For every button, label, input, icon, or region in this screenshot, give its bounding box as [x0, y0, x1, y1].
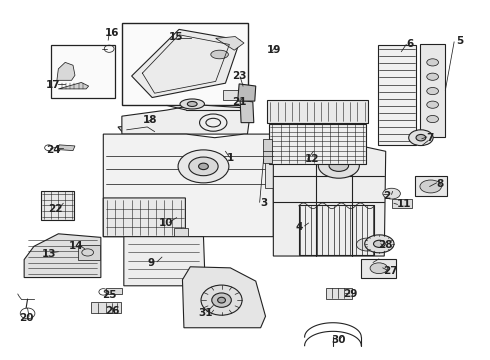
- Ellipse shape: [189, 157, 218, 176]
- Text: 14: 14: [69, 241, 84, 251]
- Text: 12: 12: [305, 154, 319, 164]
- Ellipse shape: [427, 59, 439, 66]
- Ellipse shape: [198, 163, 208, 170]
- Bar: [174, 228, 188, 237]
- Bar: [299, 205, 374, 255]
- Bar: [263, 139, 272, 163]
- Text: 18: 18: [143, 115, 157, 125]
- Text: 11: 11: [396, 199, 411, 210]
- Ellipse shape: [427, 116, 439, 123]
- Text: 19: 19: [267, 45, 281, 55]
- Bar: [415, 176, 447, 196]
- Bar: [91, 302, 122, 314]
- Text: 24: 24: [46, 144, 61, 154]
- Text: 9: 9: [147, 258, 155, 268]
- Ellipse shape: [187, 102, 197, 107]
- Ellipse shape: [211, 50, 228, 59]
- Ellipse shape: [409, 130, 433, 145]
- Bar: [420, 44, 445, 137]
- Polygon shape: [58, 82, 89, 89]
- Ellipse shape: [201, 285, 242, 315]
- Ellipse shape: [329, 160, 348, 171]
- Polygon shape: [103, 134, 273, 237]
- Text: 16: 16: [105, 28, 120, 38]
- Ellipse shape: [318, 153, 359, 178]
- Polygon shape: [24, 234, 101, 278]
- Bar: [41, 191, 74, 220]
- Text: 10: 10: [159, 218, 173, 228]
- Polygon shape: [124, 237, 205, 286]
- Text: 27: 27: [383, 266, 398, 276]
- Ellipse shape: [218, 297, 225, 303]
- Bar: [270, 124, 366, 164]
- Bar: [223, 90, 243, 100]
- Text: 15: 15: [169, 32, 183, 42]
- Bar: [50, 45, 115, 98]
- Ellipse shape: [427, 87, 439, 95]
- Text: 29: 29: [343, 289, 357, 299]
- Text: 3: 3: [260, 198, 267, 208]
- Polygon shape: [57, 145, 75, 150]
- Ellipse shape: [365, 235, 394, 253]
- Ellipse shape: [178, 150, 229, 183]
- Polygon shape: [182, 267, 266, 328]
- Polygon shape: [118, 125, 158, 138]
- Text: 6: 6: [407, 39, 414, 49]
- Polygon shape: [273, 144, 386, 256]
- Text: 25: 25: [102, 290, 117, 300]
- Bar: [265, 160, 277, 188]
- Text: 26: 26: [105, 306, 120, 316]
- Bar: [106, 288, 122, 294]
- Ellipse shape: [427, 73, 439, 80]
- Polygon shape: [122, 105, 251, 134]
- Bar: [392, 199, 412, 208]
- Bar: [78, 245, 100, 260]
- Polygon shape: [103, 198, 185, 237]
- Bar: [326, 288, 352, 299]
- Text: 23: 23: [232, 71, 246, 81]
- Polygon shape: [132, 30, 240, 98]
- Text: 22: 22: [48, 204, 63, 215]
- Ellipse shape: [370, 263, 388, 274]
- Bar: [122, 23, 248, 105]
- Ellipse shape: [356, 238, 378, 251]
- Text: 13: 13: [41, 248, 56, 258]
- Text: 30: 30: [332, 334, 346, 345]
- Bar: [378, 45, 416, 145]
- Text: 20: 20: [19, 313, 33, 323]
- Text: 31: 31: [198, 309, 213, 318]
- Bar: [268, 100, 368, 123]
- Ellipse shape: [416, 134, 426, 141]
- Polygon shape: [240, 100, 254, 123]
- Ellipse shape: [373, 240, 385, 247]
- Text: 2: 2: [383, 191, 391, 201]
- Ellipse shape: [180, 99, 204, 109]
- Text: 1: 1: [227, 153, 234, 163]
- Ellipse shape: [212, 293, 231, 307]
- Bar: [361, 259, 396, 278]
- Polygon shape: [216, 37, 244, 50]
- Ellipse shape: [427, 101, 439, 108]
- Polygon shape: [238, 84, 256, 101]
- Polygon shape: [57, 62, 75, 80]
- Text: 17: 17: [46, 80, 61, 90]
- Ellipse shape: [420, 180, 441, 193]
- Text: 21: 21: [232, 97, 246, 107]
- Text: 28: 28: [378, 240, 393, 250]
- Text: 5: 5: [456, 36, 464, 46]
- Text: 8: 8: [437, 179, 444, 189]
- Text: 7: 7: [426, 133, 433, 143]
- Ellipse shape: [383, 188, 400, 199]
- Text: 4: 4: [295, 222, 302, 232]
